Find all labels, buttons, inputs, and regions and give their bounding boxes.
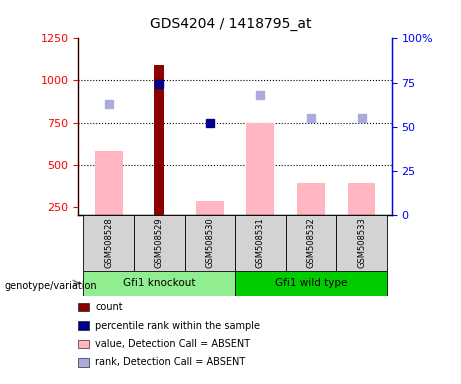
Text: GSM508533: GSM508533 — [357, 217, 366, 268]
Text: Gfi1 wild type: Gfi1 wild type — [275, 278, 347, 288]
Text: GSM508532: GSM508532 — [307, 217, 315, 268]
Bar — [196, 201, 224, 215]
Text: GSM508528: GSM508528 — [104, 217, 113, 268]
Bar — [235, 215, 286, 271]
Text: GSM508531: GSM508531 — [256, 217, 265, 268]
Text: GSM508530: GSM508530 — [205, 217, 214, 268]
Text: value, Detection Call = ABSENT: value, Detection Call = ABSENT — [95, 339, 250, 349]
Bar — [348, 183, 375, 215]
Bar — [154, 65, 164, 215]
Text: GDS4204 / 1418795_at: GDS4204 / 1418795_at — [150, 17, 311, 31]
Bar — [134, 215, 184, 271]
Text: genotype/variation: genotype/variation — [5, 281, 97, 291]
Bar — [184, 215, 235, 271]
Bar — [95, 151, 123, 215]
Text: rank, Detection Call = ABSENT: rank, Detection Call = ABSENT — [95, 358, 246, 367]
Bar — [83, 271, 235, 296]
Text: percentile rank within the sample: percentile rank within the sample — [95, 321, 260, 331]
Text: count: count — [95, 302, 123, 312]
Bar — [247, 122, 274, 215]
Bar — [336, 215, 387, 271]
Text: GSM508529: GSM508529 — [155, 218, 164, 268]
Bar — [83, 215, 134, 271]
Text: Gfi1 knockout: Gfi1 knockout — [123, 278, 195, 288]
Bar — [297, 183, 325, 215]
Bar — [235, 271, 387, 296]
Bar — [286, 215, 336, 271]
